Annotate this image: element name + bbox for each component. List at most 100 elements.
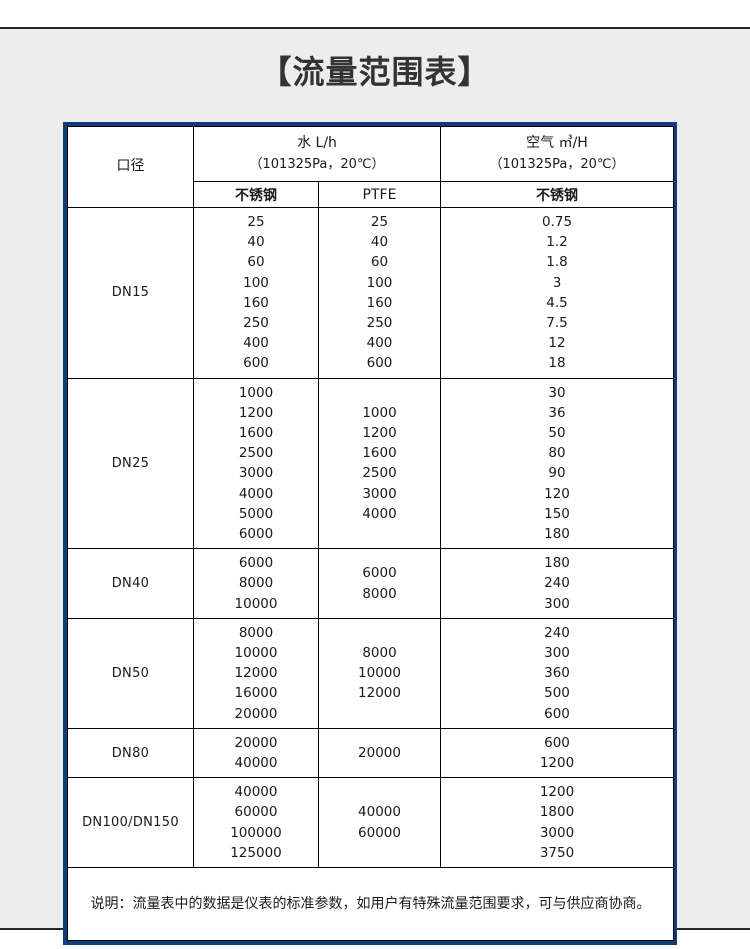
cell-value: 4.5 bbox=[546, 294, 568, 311]
cell-value: 6000 bbox=[238, 526, 274, 543]
cell-value: 12 bbox=[548, 335, 566, 352]
cell-air-stainless: 30 36 50 80 90 120 150 180 bbox=[440, 377, 674, 550]
cell-value: 400 bbox=[243, 335, 269, 352]
cell-value: 1200 bbox=[539, 784, 575, 801]
cell-value: 180 bbox=[544, 526, 570, 543]
cell-air-stainless: 0.75 1.2 1.8 3 4.5 7.5 12 18 bbox=[440, 207, 674, 379]
cell-value: 1200 bbox=[539, 755, 575, 772]
table-note: 说明：流量表中的数据是仪表的标准参数，如用户有特殊流量范围要求，可与供应商协商。 bbox=[67, 867, 674, 942]
cell-water-stainless: 25 40 60 100 160 250 400 600 bbox=[193, 207, 319, 379]
cell-value: 16000 bbox=[234, 685, 278, 702]
cell-diameter: DN50 bbox=[67, 617, 194, 729]
cell-value: 250 bbox=[243, 315, 269, 332]
cell-value: 1.8 bbox=[546, 254, 568, 271]
cell-value: 120 bbox=[544, 485, 570, 502]
cell-value: 25 bbox=[370, 214, 389, 230]
table-body: DN15 25 40 60 100 160 250 400 600 25 40 60 100 160 250… bbox=[67, 207, 674, 869]
cell-water-ptfe: 01000120016002500300040000 bbox=[318, 377, 441, 550]
cell-water-ptfe: 20000 bbox=[318, 727, 441, 779]
cell-value: 60 bbox=[247, 254, 265, 271]
cell-value: 8000 bbox=[362, 645, 397, 662]
cell-value: 300 bbox=[544, 645, 570, 662]
cell-value: 8000 bbox=[362, 585, 397, 602]
cell-diameter: DN25 bbox=[67, 377, 194, 550]
cell-diameter: DN15 bbox=[67, 207, 194, 379]
cell-value: 1200 bbox=[362, 425, 397, 442]
cell-value: 1800 bbox=[539, 804, 575, 821]
cell-value: 600 bbox=[366, 355, 393, 372]
cell-value: 60 bbox=[370, 254, 389, 271]
cell-value: 10000 bbox=[234, 645, 278, 662]
cell-water-stainless: 20000 40000 bbox=[193, 727, 319, 779]
cell-water-stainless: 6000 8000 10000 bbox=[193, 548, 319, 619]
cell-water-ptfe: 6000 8000 bbox=[318, 548, 441, 619]
table-note-row: 说明：流量表中的数据是仪表的标准参数，如用户有特殊流量范围要求，可与供应商协商。 bbox=[67, 867, 674, 942]
cell-value: 240 bbox=[544, 624, 570, 641]
cell-value: 600 bbox=[243, 355, 269, 372]
cell-water-ptfe: 40000 60000 bbox=[318, 777, 441, 869]
cell-value: 25 bbox=[247, 214, 265, 230]
cell-value: 6000 bbox=[238, 555, 274, 572]
cell-value: 600 bbox=[544, 705, 570, 722]
cell-value: 90 bbox=[548, 465, 566, 482]
cell-value: 20000 bbox=[234, 734, 278, 751]
cell-value: 80 bbox=[548, 445, 566, 462]
cell-value: 30 bbox=[548, 384, 566, 401]
table-row: DN100/DN150 40000 60000 100000 125000 40000 60… bbox=[67, 777, 674, 869]
cell-value: 250 bbox=[366, 315, 393, 332]
cell-value: 3000 bbox=[539, 824, 575, 841]
table-row: DN15 25 40 60 100 160 250 400 600 25 40 60 100 160 250… bbox=[67, 207, 674, 379]
cell-value: 60000 bbox=[358, 824, 401, 841]
table-row: DN40 6000 8000 10000 6000 8000 180 240 300 bbox=[67, 548, 674, 619]
cell-value: 7.5 bbox=[546, 315, 568, 332]
cell-value: 160 bbox=[366, 294, 393, 311]
cell-value: 1000 bbox=[238, 384, 274, 401]
cell-air-stainless: 600 1200 bbox=[440, 727, 674, 779]
cell-value: 1200 bbox=[238, 404, 274, 421]
cell-value: 60000 bbox=[234, 804, 278, 821]
table-header-row-sub: 不锈钢 PTFE 不锈钢 bbox=[68, 181, 674, 208]
cell-value: 36 bbox=[548, 404, 566, 421]
cell-water-stainless: 1000 1200 1600 2500 3000 4000 5000 6000 bbox=[193, 377, 319, 550]
cell-diameter: DN100/DN150 bbox=[67, 777, 194, 869]
cell-value: 100 bbox=[243, 274, 269, 291]
cell-value: 180 bbox=[544, 555, 570, 572]
cell-value: 125000 bbox=[230, 844, 282, 861]
header-water-stainless: 不锈钢 bbox=[193, 181, 319, 208]
cell-value: 160 bbox=[243, 294, 269, 311]
cell-value: 20000 bbox=[234, 705, 278, 722]
cell-diameter: DN40 bbox=[67, 548, 194, 619]
flow-range-table: 口径 水 L/h （101325Pa，20℃） 空气 ㎥/H （101325Pa… bbox=[67, 126, 674, 942]
cell-value: 600 bbox=[544, 734, 570, 751]
header-air-condition: （101325Pa，20℃） bbox=[489, 156, 625, 172]
table-row: DN25100012001600250030004000500060000100… bbox=[67, 377, 674, 550]
cell-diameter: DN80 bbox=[67, 727, 194, 779]
cell-value: 1.2 bbox=[546, 234, 568, 251]
header-air: 空气 ㎥/H （101325Pa，20℃） bbox=[440, 126, 674, 182]
cell-value: 40 bbox=[370, 234, 389, 251]
cell-value: 1600 bbox=[362, 445, 397, 462]
cell-value: 400 bbox=[366, 335, 393, 352]
cell-value: 8000 bbox=[238, 624, 274, 641]
cell-value: 5000 bbox=[238, 505, 274, 522]
cell-value: 2500 bbox=[362, 465, 397, 482]
cell-water-ptfe: 25 40 60 100 160 250 400 600 bbox=[318, 207, 441, 379]
cell-value: 100000 bbox=[230, 824, 282, 841]
cell-value: 100 bbox=[366, 274, 393, 291]
header-water-ptfe: PTFE bbox=[318, 181, 441, 208]
cell-value: 12000 bbox=[234, 665, 278, 682]
cell-air-stainless: 1200 1800 3000 3750 bbox=[440, 777, 674, 869]
table-row: DN80 20000 40000 20000 600 1200 bbox=[67, 727, 674, 779]
cell-value: 20000 bbox=[358, 744, 401, 761]
cell-value: 10000 bbox=[234, 595, 278, 612]
cell-value: 1600 bbox=[238, 425, 274, 442]
cell-value: 360 bbox=[544, 665, 570, 682]
cell-value: 1000 bbox=[362, 404, 397, 421]
cell-value: 18 bbox=[548, 355, 566, 372]
cell-water-stainless: 40000 60000 100000 125000 bbox=[193, 777, 319, 869]
page-title: 【流量范围表】 bbox=[259, 53, 491, 91]
header-water: 水 L/h （101325Pa，20℃） bbox=[193, 126, 441, 182]
header-air-stainless: 不锈钢 bbox=[440, 181, 674, 208]
cell-value: 300 bbox=[544, 595, 570, 612]
